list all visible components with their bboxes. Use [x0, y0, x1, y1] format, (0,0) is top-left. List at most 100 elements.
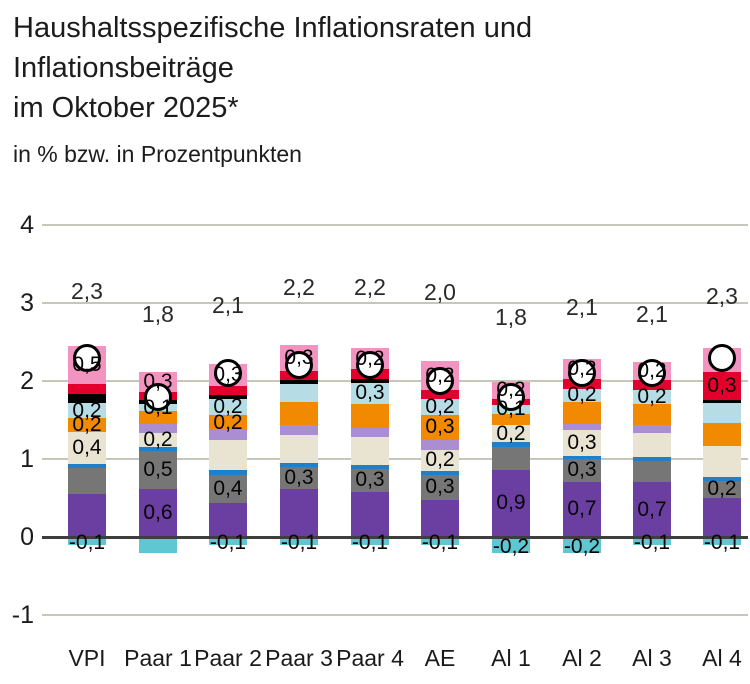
segment-value-label: -0,2 — [563, 534, 601, 558]
total-value-label: 2,2 — [283, 274, 315, 300]
bar-segment-blueline — [351, 465, 389, 470]
segment-value-label: -0,1 — [209, 530, 247, 554]
total-rate-marker — [638, 359, 666, 388]
total-rate-marker — [144, 382, 172, 411]
bar-segment-orange — [139, 411, 177, 424]
segment-value-label: -0,1 — [280, 530, 318, 554]
total-value-label: 1,8 — [142, 301, 174, 327]
bar-segment-gray — [492, 447, 530, 470]
bar-segment-lavender — [351, 427, 389, 438]
total-value-label: 2,1 — [636, 301, 668, 327]
bar-segment-black — [209, 395, 247, 399]
bar-segment-blueline — [139, 447, 177, 452]
segment-value-label: 0,1 — [143, 395, 173, 419]
segment-value-label: -0,1 — [421, 530, 459, 554]
total-rate-marker — [426, 367, 454, 395]
bar-segment-gray — [633, 461, 671, 483]
bar-segment-purple — [139, 489, 177, 537]
bar-segment-orange — [563, 402, 601, 424]
segment-value-label: -0,1 — [633, 530, 671, 554]
gridline-1 — [42, 458, 748, 460]
bar-segment-orange — [421, 414, 459, 441]
bar-segment-orange — [703, 423, 741, 446]
segment-value-label: 0,2 — [637, 385, 667, 409]
segment-value-label: 0,3 — [567, 431, 597, 454]
total-value-label: 2,1 — [566, 294, 598, 320]
bar-segment-lavender — [633, 425, 671, 434]
category-label-Al-4: Al 4 — [702, 645, 742, 671]
bar-segment-lavender — [563, 423, 601, 431]
segment-value-label: 0,9 — [496, 491, 526, 515]
chart-subtitle: in % bzw. in Prozentpunkten — [13, 141, 302, 167]
segment-value-label: 0,5 — [72, 353, 102, 376]
total-rate-marker — [497, 382, 525, 411]
bar-segment-cream — [209, 440, 247, 470]
category-label-Al-2: Al 2 — [562, 645, 602, 671]
segment-value-label: 0,2 — [213, 410, 243, 434]
bar-segment-cream — [280, 434, 318, 463]
bar-segment-orange — [68, 418, 106, 433]
total-rate-marker — [285, 351, 313, 380]
bar-segment-purple — [563, 481, 601, 537]
bar-segment-negative-cyan — [421, 537, 459, 545]
bar-segment-orange — [633, 404, 671, 426]
segment-value-label: 0,2 — [496, 378, 526, 402]
total-value-label: 2,3 — [71, 278, 103, 304]
segment-value-label: 0,1 — [496, 397, 526, 421]
chart-title-line-1: Haushaltsspezifische Inflationsraten und — [13, 12, 533, 44]
bar-segment-cream — [351, 437, 389, 466]
y-tick-label-1: 1 — [20, 445, 34, 473]
segment-value-label: 0,3 — [143, 370, 173, 394]
category-label-Paar-4: Paar 4 — [336, 645, 404, 671]
bar-segment-purple — [280, 488, 318, 537]
bar-segment-purple — [421, 499, 459, 537]
bar-segment-black — [351, 378, 389, 383]
bar-segment-lightblue — [563, 388, 601, 403]
category-label-Paar-1: Paar 1 — [124, 645, 192, 671]
segment-value-label: 0,7 — [637, 497, 667, 521]
segment-value-label: -0,1 — [703, 530, 741, 554]
total-rate-marker — [356, 351, 384, 380]
segment-value-label: 0,2 — [567, 383, 597, 407]
bar-segment-orange — [351, 404, 389, 428]
bar-segment-red — [209, 386, 247, 396]
segment-value-label: 0,3 — [567, 458, 597, 482]
bar-segment-purple — [633, 482, 671, 537]
bar-segment-orange — [492, 413, 530, 426]
category-label-Paar-2: Paar 2 — [194, 645, 262, 671]
total-value-label: 1,8 — [495, 304, 527, 330]
bar-segment-gray — [68, 468, 106, 495]
category-label-Al-1: Al 1 — [491, 645, 531, 671]
bar-segment-lightblue — [280, 384, 318, 403]
bar-segment-lightblue — [421, 398, 459, 415]
segment-value-label: 0,2 — [72, 413, 102, 437]
bar-segment-black — [68, 394, 106, 403]
bar-segment-purple — [209, 503, 247, 537]
category-label-VPI: VPI — [68, 645, 106, 671]
bar-segment-negative-cyan — [280, 537, 318, 545]
bar-segment-negative-cyan — [68, 537, 106, 545]
zero-axis-line — [42, 536, 748, 539]
segment-value-label: 0,2 — [637, 359, 667, 383]
bar-segment-cream — [703, 445, 741, 477]
bar-segment-orange — [280, 402, 318, 425]
segment-value-label: 0,3 — [355, 381, 385, 405]
bar-segment-negative-cyan — [139, 537, 177, 553]
segment-value-label: 0,2 — [355, 346, 385, 370]
bar-segment-negative-cyan — [492, 537, 530, 553]
bar-segment-gray — [421, 474, 459, 500]
bar-segment-purple — [351, 491, 389, 537]
segment-value-label: 0,2 — [425, 363, 455, 387]
bar-segment-blueline — [280, 462, 318, 467]
bar-segment-purple — [68, 494, 106, 537]
bar-segment-negative-cyan — [351, 537, 389, 545]
total-value-label: 2,3 — [706, 283, 738, 309]
y-tick-label-3: 3 — [20, 289, 34, 317]
segment-value-label: -0,1 — [68, 530, 106, 554]
segment-value-label: 0,3 — [213, 363, 243, 387]
bar-segment-blueline — [209, 469, 247, 475]
bar-segment-negative-cyan — [209, 537, 247, 545]
total-rate-marker — [708, 343, 736, 372]
segment-value-label: 0,3 — [355, 468, 385, 492]
